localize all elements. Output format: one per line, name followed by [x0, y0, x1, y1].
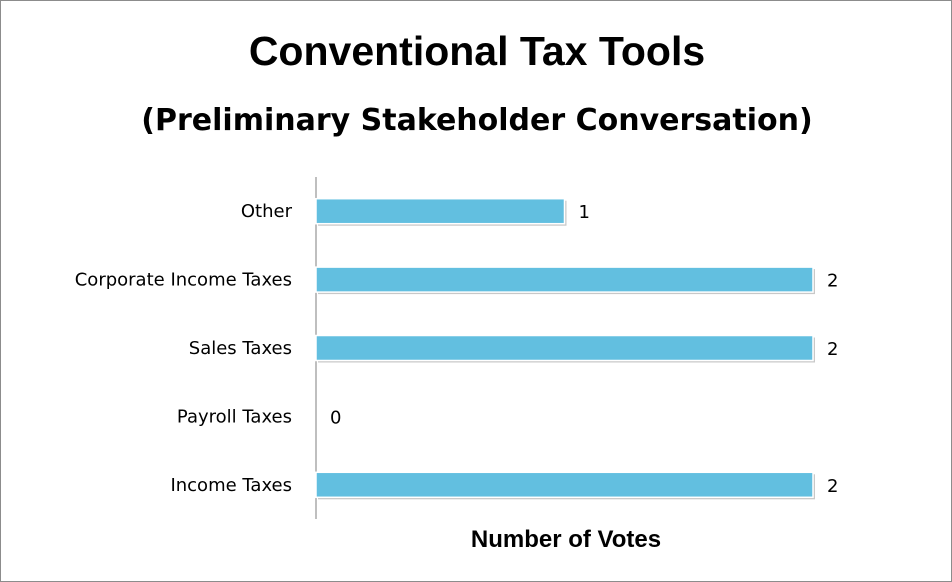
data-label: 2 [827, 339, 838, 360]
category-label: Payroll Taxes [177, 406, 292, 427]
category-label: Income Taxes [170, 475, 292, 496]
category-label: Sales Taxes [189, 338, 292, 359]
bar [315, 197, 566, 225]
data-label: 1 [579, 202, 590, 223]
chart-title: Conventional Tax Tools [248, 28, 706, 74]
x-axis-label: Number of Votes [470, 526, 662, 553]
category-label: Other [241, 201, 293, 222]
data-label: 2 [827, 271, 838, 292]
data-label: 0 [330, 407, 341, 428]
data-label: 2 [827, 476, 838, 497]
bar [315, 266, 814, 293]
bar [315, 334, 814, 362]
bar [315, 471, 814, 499]
chart-subtitle: (Preliminary Stakeholder Conversation) [141, 103, 813, 138]
category-label: Corporate Income Taxes [75, 270, 292, 291]
